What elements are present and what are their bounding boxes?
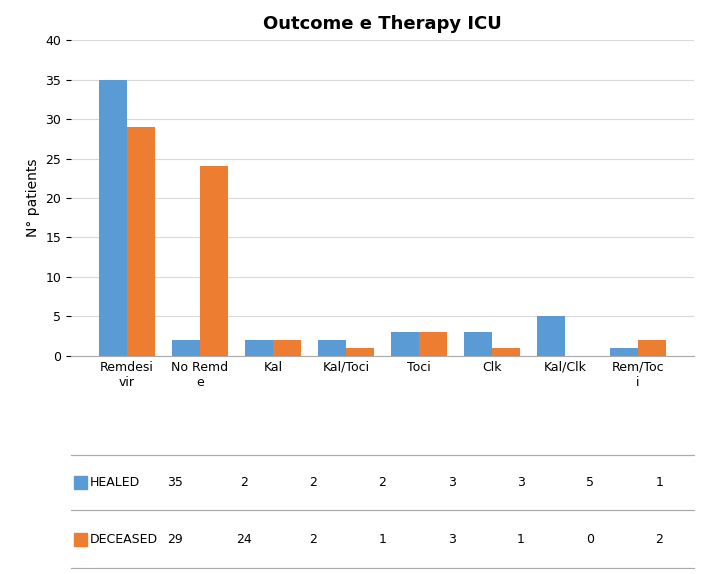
Text: 2: 2: [309, 533, 317, 546]
Bar: [172, 340, 200, 356]
Text: 1: 1: [378, 533, 387, 546]
Bar: [74, 476, 86, 488]
Bar: [638, 340, 666, 356]
Text: 24: 24: [236, 533, 252, 546]
Text: 2: 2: [656, 533, 663, 546]
Text: DECEASED: DECEASED: [90, 533, 159, 546]
Title: Outcome e Therapy ICU: Outcome e Therapy ICU: [263, 15, 502, 33]
Text: HEALED: HEALED: [90, 476, 140, 489]
Text: 35: 35: [166, 476, 183, 489]
Bar: [419, 332, 447, 356]
Bar: [99, 80, 127, 356]
Bar: [537, 316, 565, 356]
Text: 3: 3: [447, 533, 455, 546]
Text: 3: 3: [447, 476, 455, 489]
Bar: [492, 348, 520, 356]
Bar: [346, 348, 374, 356]
Text: 1: 1: [656, 476, 663, 489]
Text: 2: 2: [309, 476, 317, 489]
Bar: [74, 533, 86, 545]
Text: 2: 2: [378, 476, 387, 489]
Text: 5: 5: [586, 476, 594, 489]
Bar: [245, 340, 273, 356]
Text: 3: 3: [517, 476, 525, 489]
Bar: [200, 166, 227, 356]
Text: 1: 1: [517, 533, 525, 546]
Bar: [391, 332, 419, 356]
Y-axis label: N° patients: N° patients: [25, 159, 40, 237]
Text: 0: 0: [586, 533, 594, 546]
Bar: [610, 348, 638, 356]
Text: 29: 29: [167, 533, 183, 546]
Text: 2: 2: [240, 476, 248, 489]
Bar: [127, 127, 154, 356]
Bar: [318, 340, 346, 356]
Bar: [273, 340, 301, 356]
Bar: [464, 332, 492, 356]
